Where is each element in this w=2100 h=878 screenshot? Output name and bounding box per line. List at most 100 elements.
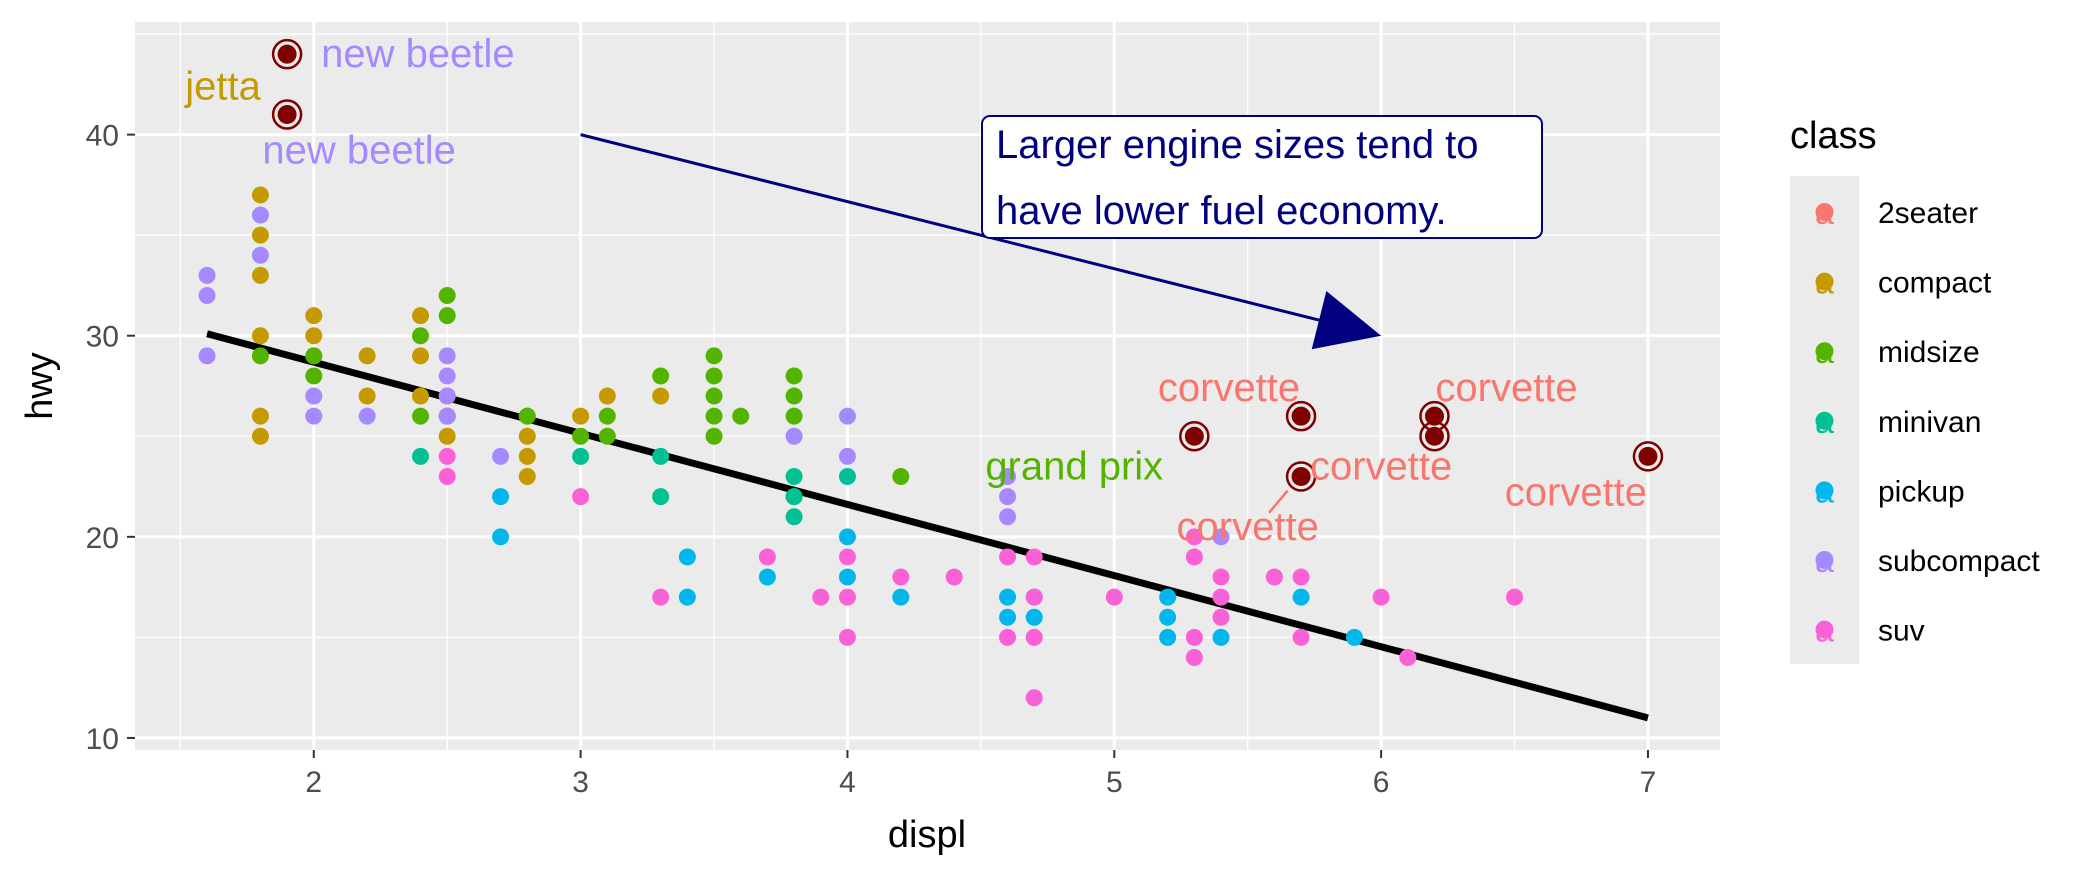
legend-swatch (1815, 411, 1834, 430)
data-point-pickup (1212, 628, 1230, 646)
data-point-suv (1185, 648, 1203, 666)
legend-swatch (1815, 272, 1834, 291)
data-point-compact (251, 226, 269, 244)
data-point-compact (572, 407, 590, 425)
points-layer (198, 45, 1657, 707)
data-point-suv (812, 588, 830, 606)
annotation-line-2: have lower fuel economy. (996, 189, 1447, 233)
data-point-pickup (1025, 608, 1043, 626)
data-point-suv (1212, 588, 1230, 606)
y-axis-title: hwy (19, 352, 61, 420)
data-point-minivan (838, 467, 856, 485)
data-point-suv (999, 548, 1017, 566)
data-point-subcompact (305, 407, 323, 425)
data-point-pickup (1159, 628, 1177, 646)
data-point-subcompact (198, 287, 216, 305)
point-label: new beetle (262, 129, 455, 173)
data-point-suv (1185, 628, 1203, 646)
y-tick-label: 10 (86, 723, 119, 756)
highlight-point (1291, 406, 1311, 426)
data-point-minivan (572, 447, 590, 465)
data-point-pickup (758, 568, 776, 586)
data-point-subcompact (785, 427, 803, 445)
legend-title: class (1790, 115, 1877, 157)
data-point-subcompact (251, 246, 269, 264)
point-label: corvette (1435, 366, 1577, 410)
data-point-compact (412, 307, 430, 325)
y-tick-label: 30 (86, 321, 119, 354)
data-point-suv (838, 628, 856, 646)
data-point-compact (358, 387, 376, 405)
data-point-minivan (785, 488, 803, 506)
data-point-subcompact (838, 447, 856, 465)
highlight-ring (1179, 421, 1210, 452)
x-tick-label: 4 (839, 766, 856, 799)
legend: class a2seater acompact amidsize aminivan ap… (1790, 115, 2040, 664)
data-point-pickup (892, 588, 910, 606)
data-point-pickup (1159, 588, 1177, 606)
data-point-suv (572, 488, 590, 506)
data-point-pickup (1345, 628, 1363, 646)
legend-items: a2seater acompact amidsize aminivan apickup a… (1815, 194, 2040, 650)
data-point-subcompact (438, 387, 456, 405)
highlight-point (1184, 426, 1204, 446)
x-tick-label: 7 (1640, 766, 1657, 799)
data-point-midsize (705, 347, 723, 365)
point-label: grand prix (985, 444, 1163, 488)
data-point-suv (1292, 628, 1310, 646)
data-point-midsize (251, 347, 269, 365)
data-point-midsize (705, 407, 723, 425)
y-tick-label: 20 (86, 522, 119, 555)
data-point-subcompact (438, 347, 456, 365)
legend-item-pickup: apickup (1815, 472, 1965, 510)
data-point-pickup (999, 588, 1017, 606)
data-point-suv (999, 628, 1017, 646)
data-point-compact (251, 186, 269, 204)
data-point-subcompact (198, 347, 216, 365)
data-point-suv (1025, 628, 1043, 646)
data-point-pickup (838, 528, 856, 546)
data-point-subcompact (1212, 528, 1230, 546)
data-point-midsize (705, 387, 723, 405)
legend-item-compact: acompact (1815, 264, 1992, 302)
data-point-midsize (412, 327, 430, 345)
annotation-frame (981, 115, 1543, 239)
data-point-minivan (785, 508, 803, 526)
data-point-suv (945, 568, 963, 586)
data-point-compact (305, 327, 323, 345)
data-point-compact (251, 427, 269, 445)
legend-label: minivan (1878, 406, 1981, 439)
data-point-pickup (678, 588, 696, 606)
point-label: corvette (1158, 366, 1300, 410)
data-point-subcompact (251, 206, 269, 224)
legend-swatch (1815, 203, 1834, 221)
data-point-suv (1399, 648, 1417, 666)
data-point-pickup (838, 568, 856, 586)
data-point-pickup (678, 548, 696, 566)
data-point-compact (652, 387, 670, 405)
x-tick-label: 5 (1106, 766, 1123, 799)
y-tick-label: 40 (86, 120, 119, 153)
point-label: corvette (1177, 505, 1319, 549)
data-point-compact (438, 427, 456, 445)
legend-swatch (1815, 620, 1834, 639)
highlight-layer (271, 38, 1664, 492)
highlight-ring (1419, 421, 1450, 452)
highlight-ring (1632, 441, 1664, 472)
x-axis-title: displ (888, 814, 966, 856)
data-point-suv (1265, 568, 1283, 586)
data-point-compact (518, 427, 536, 445)
data-point-compact (412, 347, 430, 365)
data-point-minivan (412, 447, 430, 465)
data-point-pickup (492, 488, 510, 506)
legend-swatch (1815, 481, 1834, 500)
data-point-suv (1292, 568, 1310, 586)
data-point-suv (1212, 568, 1230, 586)
legend-label: suv (1878, 615, 1925, 648)
data-point-pickup (1159, 608, 1177, 626)
data-point-suv (438, 467, 456, 485)
data-point-minivan (652, 488, 670, 506)
